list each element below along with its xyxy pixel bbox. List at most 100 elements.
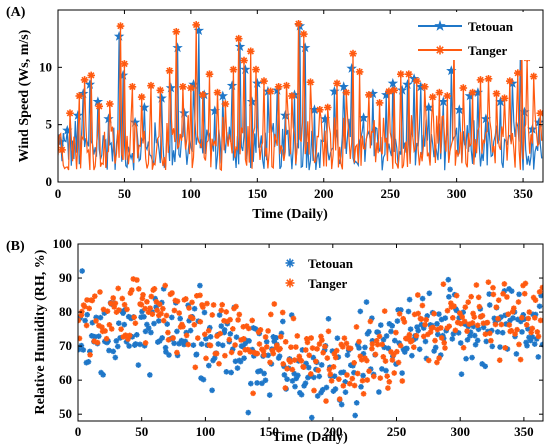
tetouan-point — [281, 372, 288, 378]
tetouan-point — [171, 340, 177, 347]
tetouan-point — [436, 311, 442, 317]
tanger-point — [187, 84, 195, 92]
series-markers-tanger — [58, 20, 543, 154]
tanger-point — [256, 341, 263, 347]
tetouan-point — [103, 113, 114, 124]
tanger-point — [377, 375, 384, 381]
tanger-point — [458, 320, 464, 327]
tanger-point — [119, 295, 126, 302]
tetouan-point — [191, 305, 198, 312]
tanger-point — [237, 350, 243, 356]
tetouan-point — [113, 30, 125, 41]
tanger-point — [490, 284, 496, 291]
tanger-point — [300, 364, 307, 370]
tanger-point — [249, 317, 255, 324]
tetouan-point — [188, 79, 199, 89]
tanger-point — [213, 88, 222, 97]
tanger-point — [174, 298, 181, 305]
tanger-point — [227, 316, 233, 323]
tanger-point — [532, 297, 539, 303]
tetouan-point — [406, 296, 413, 303]
tetouan-point — [463, 355, 469, 362]
tetouan-point — [353, 400, 360, 406]
tanger-point — [279, 309, 286, 316]
tanger-point — [265, 328, 271, 334]
tetouan-point — [85, 359, 92, 365]
tanger-point — [468, 293, 474, 300]
tetouan-point — [376, 389, 382, 395]
tetouan-point — [516, 291, 522, 298]
tanger-point — [396, 311, 403, 317]
tanger-point — [487, 330, 493, 337]
tetouan-point — [156, 338, 163, 344]
tetouan-point — [273, 335, 279, 341]
tanger-point — [349, 49, 357, 58]
tanger-point — [293, 344, 299, 350]
tanger-point — [323, 103, 332, 112]
tetouan-point — [166, 352, 172, 358]
tanger-point — [343, 340, 350, 347]
tanger-point — [210, 302, 217, 308]
tetouan-point — [228, 369, 234, 376]
tetouan-point — [134, 332, 140, 338]
panel-a-label: (A) — [6, 5, 26, 20]
tetouan-point — [92, 96, 104, 107]
tanger-point — [420, 333, 427, 340]
tetouan-point — [221, 327, 228, 333]
tanger-point — [431, 310, 437, 317]
tetouan-point — [147, 372, 153, 378]
x-tick-label: 100 — [196, 424, 216, 439]
tanger-point — [453, 292, 460, 299]
tetouan-point — [106, 347, 112, 354]
tanger-point — [199, 91, 207, 99]
tetouan-point — [486, 302, 493, 308]
legend-tanger-asterisk-icon — [435, 45, 445, 55]
panel-a-legend-box — [411, 12, 539, 60]
tanger-point — [506, 77, 514, 85]
tetouan-point — [155, 318, 162, 324]
tetouan-point — [329, 85, 340, 96]
tanger-point — [106, 100, 114, 108]
tanger-point — [94, 339, 101, 346]
tanger-point — [354, 370, 361, 377]
tanger-point — [142, 305, 148, 312]
tanger-point — [110, 295, 116, 301]
tetouan-point — [419, 295, 426, 302]
tanger-point — [132, 320, 139, 326]
tanger-point — [367, 318, 374, 325]
tanger-point — [479, 312, 486, 319]
x-tick-label: 200 — [314, 186, 334, 201]
tanger-point — [240, 56, 248, 65]
tanger-point — [171, 307, 178, 314]
tetouan-point — [295, 372, 301, 379]
tetouan-point — [405, 308, 412, 315]
tanger-point — [170, 335, 176, 341]
tetouan-point — [261, 370, 267, 377]
tanger-point — [514, 326, 520, 333]
tetouan-point — [457, 340, 464, 346]
x-tick-label: 350 — [513, 186, 533, 201]
tanger-point — [103, 335, 110, 342]
x-tick-label: 250 — [380, 186, 400, 201]
tanger-point — [216, 360, 222, 367]
tanger-point — [169, 290, 175, 296]
panel-b-plot-area — [78, 268, 543, 421]
tetouan-point — [310, 354, 317, 361]
tanger-point — [498, 321, 505, 328]
tanger-point — [382, 358, 389, 364]
tanger-point — [484, 319, 491, 326]
tetouan-point — [58, 136, 66, 147]
tanger-point — [217, 330, 223, 337]
tanger-point — [270, 350, 277, 357]
tanger-point — [517, 356, 524, 363]
tanger-point — [207, 342, 214, 349]
y-tick-label: 5 — [46, 117, 53, 132]
tanger-point — [66, 109, 74, 117]
tanger-point — [122, 332, 129, 338]
tanger-point — [204, 300, 210, 307]
tanger-point — [492, 89, 501, 98]
tanger-point — [118, 326, 124, 332]
tetouan-point — [379, 366, 385, 372]
panel-a-y-axis-title: Wind Speed (Ws, m/s) — [17, 29, 32, 162]
tanger-point — [290, 315, 297, 322]
